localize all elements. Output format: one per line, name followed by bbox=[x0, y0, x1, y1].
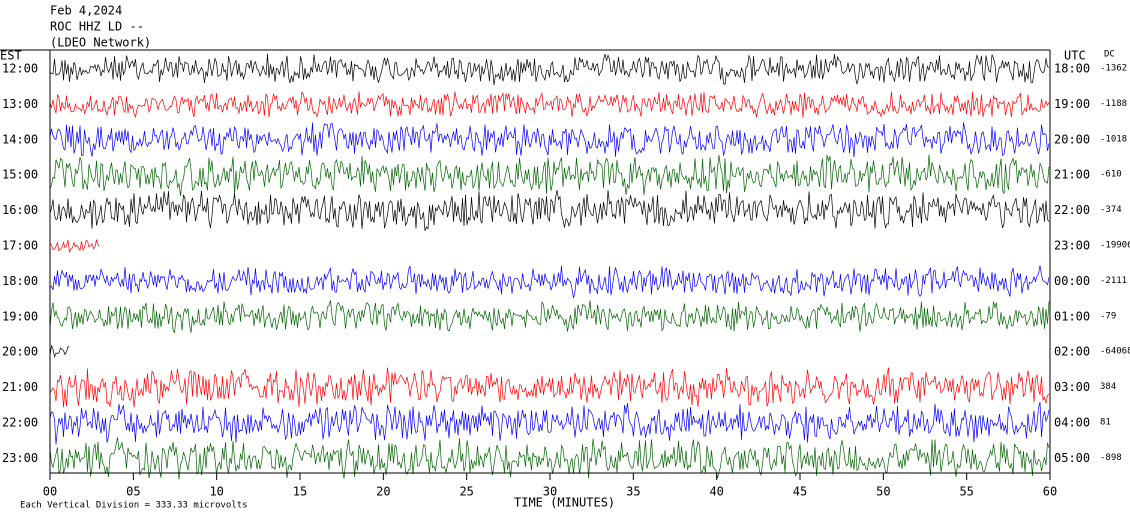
x-tick-label: 35 bbox=[626, 485, 640, 499]
dc-label: DC bbox=[1104, 50, 1115, 60]
dc-value: -1990653 bbox=[1100, 241, 1130, 251]
trace bbox=[49, 239, 100, 253]
x-tick-label: 25 bbox=[459, 485, 473, 499]
x-tick-label: 50 bbox=[876, 485, 890, 499]
est-label: 14:00 bbox=[2, 132, 38, 146]
trace bbox=[49, 300, 1050, 334]
station: ROC HHZ LD -- bbox=[50, 20, 144, 34]
utc-label: 22:00 bbox=[1054, 203, 1090, 217]
trace bbox=[49, 53, 1050, 86]
utc-label: 00:00 bbox=[1054, 274, 1090, 288]
est-label: 18:00 bbox=[2, 274, 38, 288]
x-tick-label: 05 bbox=[126, 485, 140, 499]
est-label: 19:00 bbox=[2, 309, 38, 323]
trace bbox=[49, 91, 1050, 119]
x-tick-label: 20 bbox=[376, 485, 390, 499]
x-tick-label: 45 bbox=[793, 485, 807, 499]
trace bbox=[49, 344, 70, 359]
x-tick-label: 30 bbox=[543, 485, 557, 499]
dc-value: -898 bbox=[1100, 453, 1122, 463]
utc-label: 21:00 bbox=[1054, 168, 1090, 182]
est-label: 22:00 bbox=[2, 416, 38, 430]
date: Feb 4,2024 bbox=[50, 4, 122, 18]
x-tick-label: 55 bbox=[959, 485, 973, 499]
utc-label: 01:00 bbox=[1054, 309, 1090, 323]
trace bbox=[49, 401, 1050, 445]
dc-value: -6406888 bbox=[1100, 347, 1130, 357]
est-label: 15:00 bbox=[2, 168, 38, 182]
utc-label: 02:00 bbox=[1054, 345, 1090, 359]
dc-value: -2111 bbox=[1100, 276, 1127, 286]
dc-value: -374 bbox=[1100, 205, 1122, 215]
utc-label: 19:00 bbox=[1054, 97, 1090, 111]
dc-value: -610 bbox=[1100, 170, 1122, 180]
est-label: 23:00 bbox=[2, 451, 38, 465]
trace bbox=[49, 265, 1050, 299]
network: (LDEO Network) bbox=[50, 36, 151, 50]
est-label: 20:00 bbox=[2, 345, 38, 359]
est-label: 17:00 bbox=[2, 239, 38, 253]
footer: Each Vertical Division = 333.33 microvol… bbox=[20, 501, 248, 511]
dc-value: 81 bbox=[1100, 418, 1111, 428]
trace bbox=[49, 122, 1050, 158]
x-tick-label: 40 bbox=[709, 485, 723, 499]
dc-value: -1188 bbox=[1100, 99, 1127, 109]
dc-value: 384 bbox=[1100, 382, 1116, 392]
x-tick-label: 10 bbox=[209, 485, 223, 499]
utc-label: 05:00 bbox=[1054, 451, 1090, 465]
est-label: 13:00 bbox=[2, 97, 38, 111]
utc-label: 18:00 bbox=[1054, 62, 1090, 76]
dc-value: -1362 bbox=[1100, 64, 1127, 74]
trace bbox=[49, 190, 1050, 232]
utc-label: 03:00 bbox=[1054, 380, 1090, 394]
utc-label: 20:00 bbox=[1054, 132, 1090, 146]
x-tick-label: 15 bbox=[293, 485, 307, 499]
x-tick-label: 00 bbox=[43, 485, 57, 499]
trace bbox=[49, 367, 1050, 408]
x-axis-title: TIME (MINUTES) bbox=[514, 496, 615, 510]
dc-value: -1018 bbox=[1100, 134, 1127, 144]
trace bbox=[49, 154, 1050, 197]
utc-label: 04:00 bbox=[1054, 416, 1090, 430]
left-zone: EST bbox=[0, 49, 22, 63]
right-zone: UTC bbox=[1064, 49, 1086, 63]
dc-value: -79 bbox=[1100, 311, 1116, 321]
utc-label: 23:00 bbox=[1054, 239, 1090, 253]
est-label: 21:00 bbox=[2, 380, 38, 394]
est-label: 16:00 bbox=[2, 203, 38, 217]
est-label: 12:00 bbox=[2, 62, 38, 76]
x-tick-label: 60 bbox=[1043, 485, 1057, 499]
